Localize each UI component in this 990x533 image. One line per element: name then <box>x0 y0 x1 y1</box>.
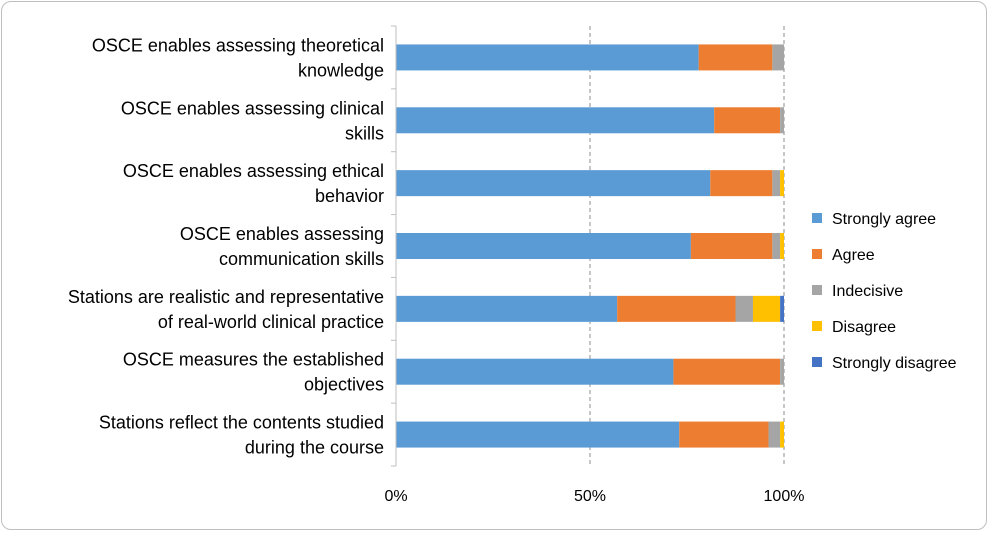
bar-segment-4-4 <box>780 295 784 322</box>
legend-label-4: Strongly disagree <box>832 355 957 372</box>
legend-label-3: Disagree <box>832 319 896 336</box>
bar-segment-2-3 <box>780 170 784 197</box>
category-label-2: OSCE enables assessing ethical behavior <box>123 161 384 206</box>
legend-swatch-0 <box>812 213 822 223</box>
bar-segment-0-1 <box>698 44 773 71</box>
legend-swatch-1 <box>812 249 822 259</box>
legend-swatch-3 <box>812 321 822 331</box>
x-tick-label-0: 0% <box>384 488 407 505</box>
legend-swatch-4 <box>812 357 822 367</box>
legend-swatch-2 <box>812 285 822 295</box>
category-label-6: Stations reflect the contents studied dur… <box>99 413 384 458</box>
bar-segment-6-2 <box>768 421 781 448</box>
bar-segment-6-1 <box>679 421 769 448</box>
category-label-4: Stations are realistic and representativ… <box>68 287 384 332</box>
bar-segment-5-0 <box>396 358 674 385</box>
legend-label-2: Indecisive <box>832 283 903 300</box>
legend-label-1: Agree <box>832 247 875 264</box>
category-label-1: OSCE enables assessing clinical skills <box>121 98 384 143</box>
bar-segment-4-3 <box>752 295 781 322</box>
bar-segment-0-2 <box>772 44 784 71</box>
x-tick-labels: 0% 50% 100% <box>384 488 804 505</box>
bar-segment-6-0 <box>396 421 680 448</box>
bar-segment-2-2 <box>772 170 781 197</box>
category-label-3: OSCE enables assessing communication skil… <box>180 224 384 269</box>
bar-segment-5-1 <box>673 358 781 385</box>
bar-segment-5-2 <box>780 358 784 385</box>
bar-segment-6-3 <box>780 421 784 448</box>
category-label-5: OSCE measures the established objectives <box>123 350 384 395</box>
bar-segment-1-1 <box>714 107 781 134</box>
legend: Strongly agree Agree Indecisive Disagree Str… <box>812 211 957 372</box>
category-axis <box>391 25 397 467</box>
bar-segment-2-1 <box>710 170 773 197</box>
category-label-0: OSCE enables assessing theoretical knowle… <box>92 35 384 80</box>
bar-segment-2-0 <box>396 170 711 197</box>
category-labels: OSCE enables assessing theoretical knowle… <box>68 35 384 457</box>
bar-segment-1-0 <box>396 107 715 134</box>
bar-segment-3-1 <box>690 233 773 259</box>
bar-segment-3-2 <box>772 233 781 259</box>
legend-label-0: Strongly agree <box>832 211 936 228</box>
bar-segment-1-2 <box>780 107 784 134</box>
bar-segment-4-0 <box>396 295 618 322</box>
x-tick-label-2: 100% <box>764 488 805 505</box>
bar-segment-4-1 <box>617 295 736 322</box>
bar-segment-4-2 <box>735 295 753 322</box>
bar-segment-3-0 <box>396 233 691 259</box>
bars <box>396 44 784 448</box>
x-tick-label-1: 50% <box>574 488 606 505</box>
bar-segment-3-3 <box>780 233 784 259</box>
bar-segment-0-0 <box>396 44 699 71</box>
